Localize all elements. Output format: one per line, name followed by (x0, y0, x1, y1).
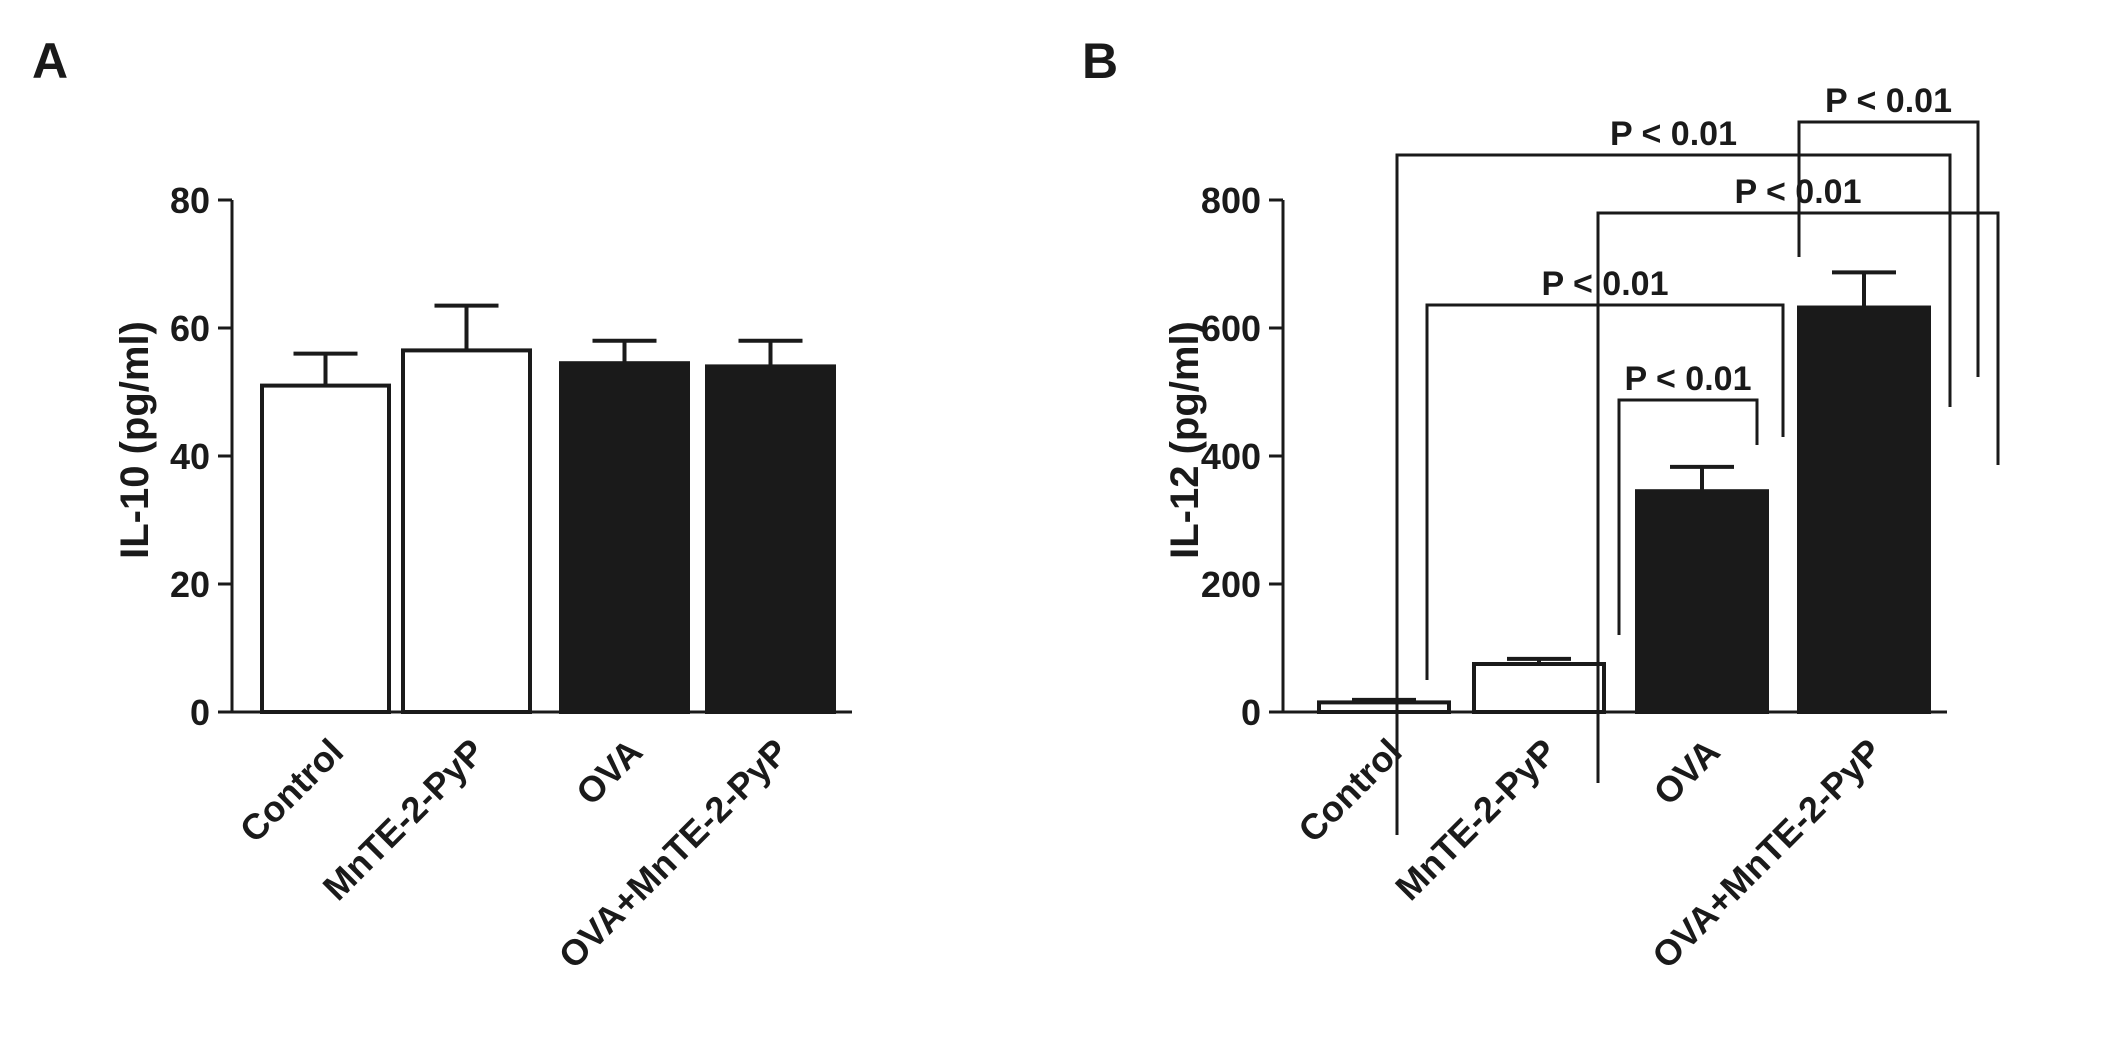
panel-b-y-tick-label: 200 (1201, 564, 1261, 605)
panel-b-y-tick-label: 400 (1201, 436, 1261, 477)
panel-b-significance-bracket (1395, 153, 1952, 835)
panel-a-y-tick-label: 80 (170, 180, 210, 221)
panel-b-category-label: Control (1290, 731, 1409, 850)
panel-b-category-label: MnTE-2-PyP (1387, 731, 1565, 909)
panel-a-y-tick-label: 0 (190, 692, 210, 733)
panel-b-bar (1472, 662, 1606, 714)
panel-a-y-tick-label: 60 (170, 308, 210, 349)
panel-a-bar (260, 383, 391, 714)
panel-b-y-tick-label: 600 (1201, 308, 1261, 349)
panel-b-significance-label: P < 0.01 (1735, 173, 1862, 211)
panel-b-letter: B (1082, 33, 1118, 89)
panel-b-y-axis-label: IL-12 (pg/ml) (1163, 321, 1207, 559)
panel-b-significance-label: P < 0.01 (1610, 115, 1737, 153)
panel-a-category-label: Control (232, 731, 351, 850)
panel-a-category-label: OVA (568, 731, 650, 813)
panel-a-bar (559, 361, 690, 714)
panel-b-significance-bracket (1596, 211, 2000, 783)
panel-a-y-tick-label: 40 (170, 436, 210, 477)
panel-b-y-tick-label: 800 (1201, 180, 1261, 221)
panel-b-bar (1797, 305, 1931, 714)
panel-b-category-label: OVA (1645, 731, 1727, 813)
panel-b-significance-bracket (1797, 120, 1980, 377)
panel-a-bar (401, 348, 532, 714)
panel-a-y-tick-label: 20 (170, 564, 210, 605)
panel-b-bar (1635, 489, 1769, 715)
panel-b-bar (1317, 700, 1451, 715)
panel-a-y-axis-label: IL-10 (pg/ml) (113, 321, 157, 559)
panel-b-significance-label: P < 0.01 (1542, 265, 1669, 303)
panel-b-significance-bracket (1617, 398, 1759, 635)
panel-b-y-tick-label: 0 (1241, 692, 1261, 733)
panel-a-bar (705, 364, 836, 714)
panel-b: B IL-12 (pg/ml) 0 200 400 600 800 ControlMnTE… (1082, 33, 2000, 976)
panel-b-significance-bracket (1425, 303, 1785, 680)
panel-b-significance-label: P < 0.01 (1625, 360, 1752, 398)
panel-a-letter: A (32, 33, 68, 89)
panel-a: A IL-10 (pg/ml) 020406080ControlMnTE-2-P… (32, 33, 852, 976)
panel-b-significance-label: P < 0.01 (1825, 82, 1952, 120)
